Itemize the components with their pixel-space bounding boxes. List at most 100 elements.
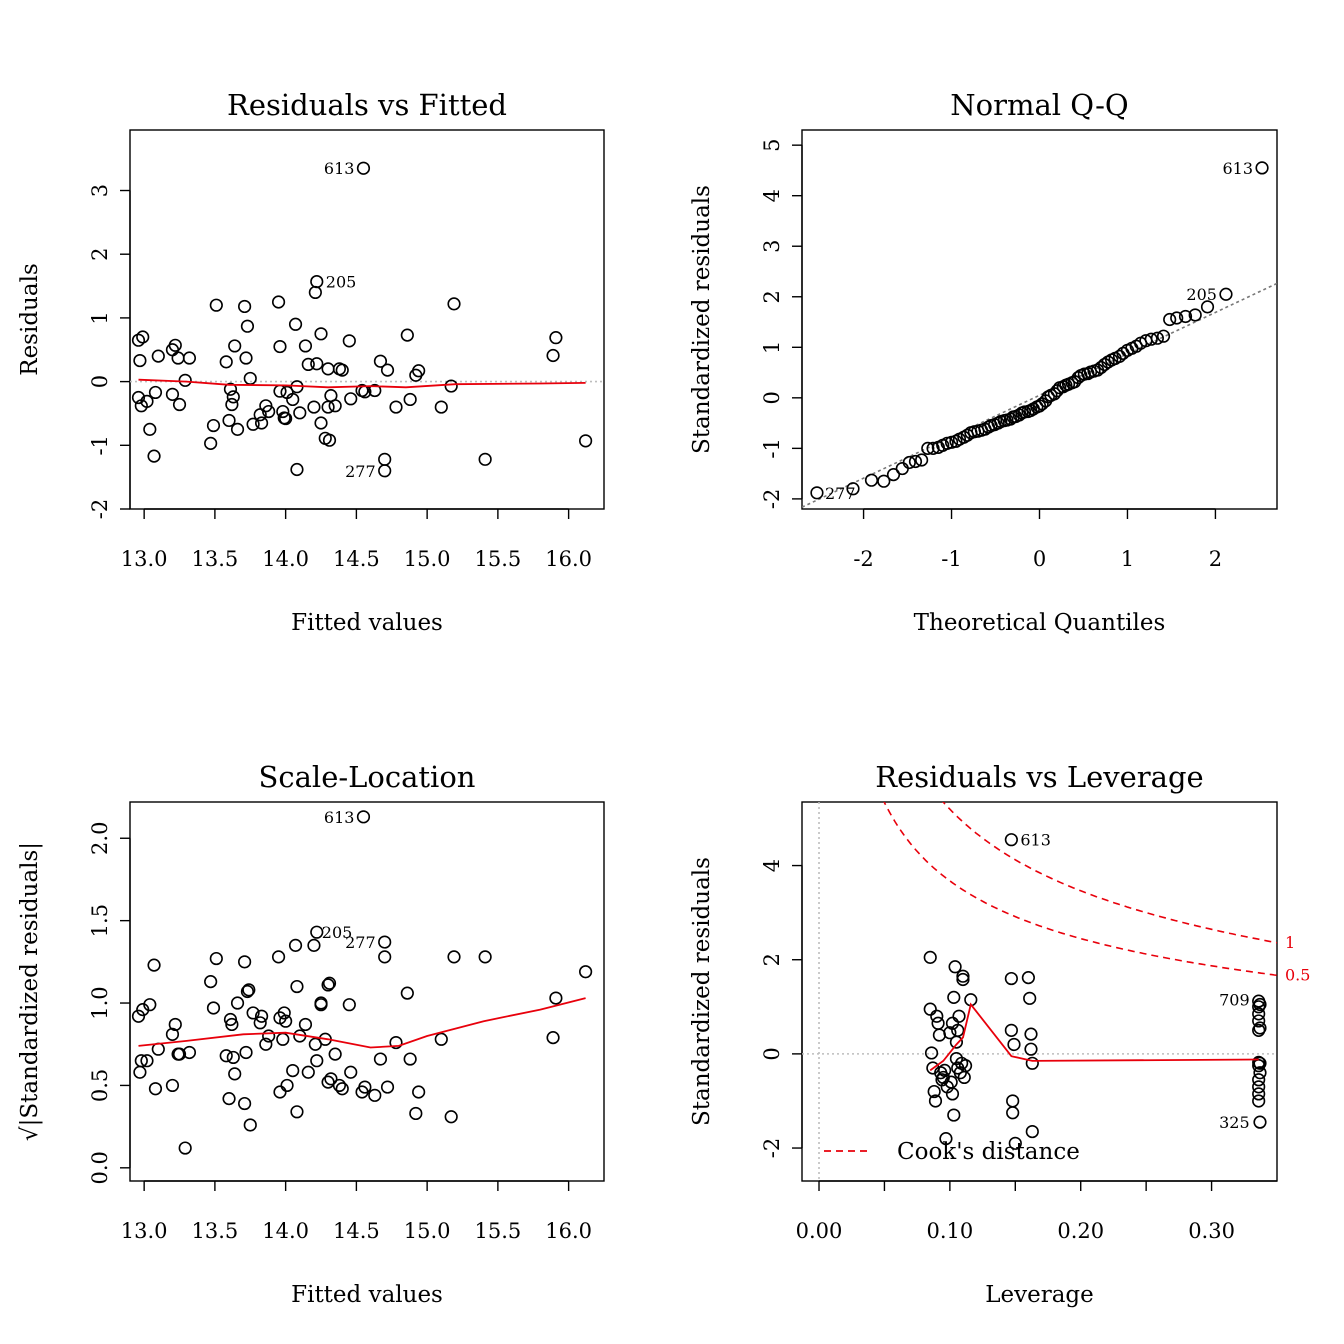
- data-point: [259, 1037, 273, 1051]
- data-point: [246, 1006, 260, 1020]
- x-tick-label: 15.0: [404, 1219, 451, 1243]
- data-point: [927, 1084, 941, 1099]
- data-point: [322, 433, 337, 447]
- data-point: [314, 416, 328, 430]
- data-point: [223, 1012, 238, 1027]
- point-label: 277: [345, 462, 376, 481]
- data-point: [908, 454, 923, 469]
- data-point: [240, 319, 255, 333]
- x-tick-label: 0.00: [796, 1219, 843, 1243]
- data-point: [1252, 1014, 1266, 1028]
- data-point: [321, 362, 335, 376]
- data-point: [206, 1001, 221, 1015]
- data-point: [368, 383, 382, 398]
- data-point: [222, 413, 236, 428]
- x-tick-label: 0.30: [1188, 1219, 1235, 1243]
- data-point: [1253, 1115, 1267, 1129]
- data-point: [209, 298, 223, 312]
- y-tick-label: -2: [88, 499, 112, 519]
- data-point: [1170, 311, 1184, 325]
- data-point: [225, 1017, 239, 1032]
- x-tick-label: 15.0: [404, 547, 451, 571]
- data-point: [298, 339, 313, 353]
- y-tick-label: -1: [88, 435, 112, 455]
- data-point: [549, 991, 563, 1005]
- data-point: [277, 1006, 291, 1020]
- data-point: [1004, 833, 1018, 847]
- data-point: [288, 938, 303, 952]
- y-tick-label: 0: [760, 391, 784, 404]
- y-tick-label: 0: [760, 1047, 784, 1060]
- plot-area: [802, 161, 1277, 508]
- y-tick-label: 0.5: [88, 1069, 112, 1102]
- data-point: [238, 299, 252, 314]
- y-tick-label: 0: [88, 375, 112, 388]
- smooth-line: [138, 997, 586, 1049]
- data-point: [342, 998, 356, 1012]
- data-point: [243, 1118, 257, 1132]
- data-point: [230, 422, 245, 436]
- data-point: [956, 969, 970, 983]
- data-point: [222, 1092, 236, 1106]
- chart-title: Normal Q-Q: [950, 88, 1128, 122]
- x-tick-label: 0.20: [1057, 1219, 1104, 1243]
- data-point: [409, 1106, 423, 1121]
- data-point: [301, 357, 315, 372]
- data-point: [239, 351, 253, 365]
- data-point: [133, 353, 147, 368]
- x-tick-label: 15.5: [474, 1219, 521, 1243]
- point-label: 613: [1222, 159, 1253, 178]
- y-tick-label: 5: [760, 138, 784, 151]
- data-point: [923, 1002, 937, 1016]
- data-point: [958, 1059, 973, 1073]
- data-point: [276, 404, 290, 419]
- y-tick-label: 2.0: [88, 822, 112, 855]
- y-tick-label: 1.5: [88, 904, 112, 937]
- data-point: [131, 390, 146, 405]
- residuals-vs-fitted-panel: Residuals vs Fitted 13.0 13.5 14.0 14.5 15.0 1…: [17, 88, 605, 636]
- x-tick-label: 1: [1121, 547, 1134, 571]
- data-point: [165, 1027, 180, 1041]
- x-axis-label: Fitted values: [291, 1282, 443, 1308]
- plot-frame: [801, 801, 1278, 1182]
- data-point: [932, 1028, 946, 1042]
- data-point: [262, 1029, 276, 1043]
- data-point: [1004, 1023, 1018, 1037]
- data-point: [147, 958, 161, 972]
- data-point: [307, 400, 321, 414]
- data-point: [171, 351, 185, 365]
- data-point: [926, 441, 940, 455]
- data-point: [262, 404, 276, 419]
- scale-location-panel: Scale-Location 13.0 13.5 14.0 14.5 15.0 15.5 16…: [17, 760, 605, 1308]
- plot-area: [130, 161, 604, 478]
- data-point: [951, 1023, 965, 1037]
- data-point: [147, 449, 161, 463]
- plot-area: [131, 810, 593, 1155]
- data-point: [1252, 1087, 1266, 1101]
- data-point: [182, 351, 197, 365]
- data-point: [931, 1016, 945, 1030]
- data-point: [165, 1078, 180, 1093]
- data-point: [902, 455, 916, 470]
- data-point: [389, 1035, 403, 1050]
- data-point: [273, 1085, 287, 1099]
- data-point: [1252, 1094, 1266, 1108]
- data-point: [239, 1045, 253, 1060]
- data-point: [226, 1050, 240, 1065]
- data-point: [238, 1096, 252, 1111]
- residuals-vs-leverage-panel: Residuals vs Leverage 0.00 0.10 0.20 0.30 Lev…: [689, 760, 1310, 1308]
- data-point: [1252, 1007, 1266, 1021]
- data-point: [288, 317, 303, 331]
- point-label: 277: [825, 484, 856, 503]
- data-point: [403, 392, 417, 407]
- data-point: [290, 979, 304, 994]
- data-point: [1025, 1056, 1039, 1070]
- data-point: [579, 434, 593, 448]
- data-point: [356, 161, 371, 175]
- y-axis-label: Residuals: [17, 263, 43, 376]
- data-point: [1178, 309, 1193, 324]
- data-point: [308, 285, 322, 300]
- x-axis-label: Theoretical Quantiles: [914, 610, 1166, 636]
- point-label: 325: [1219, 1113, 1250, 1132]
